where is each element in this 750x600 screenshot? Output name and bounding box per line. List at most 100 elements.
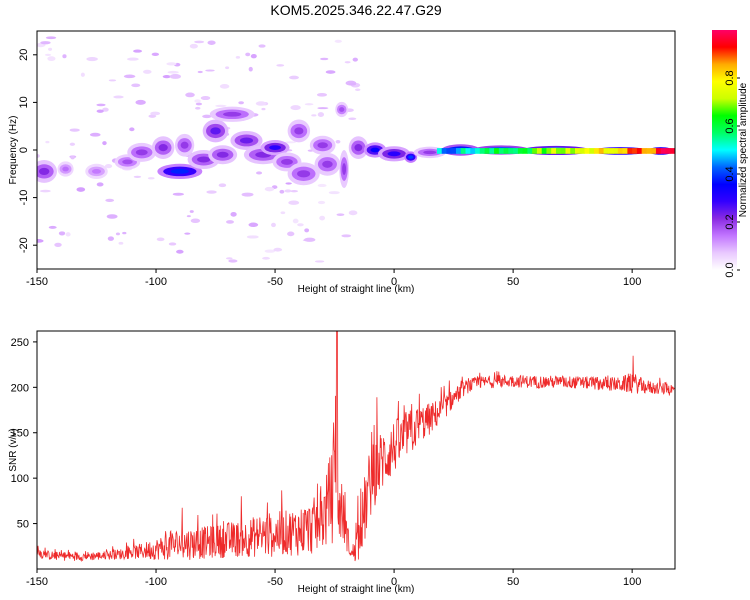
spectrogram-speckle [250,53,257,59]
spectrogram-speckle [44,53,52,56]
spectrogram-blob-core [339,107,345,112]
spectrogram-blob-core [297,170,311,178]
spectrogram-speckle [194,99,201,103]
snr-x-ticks: -150 -100 -50 0 50 100 [26,569,641,588]
spectrogram-speckle [168,242,177,246]
spectrogram-speckle [62,54,67,59]
spectrogram-speckle [288,200,300,205]
carrier-segment [655,148,662,154]
spectrogram-speckle [107,236,114,241]
spectrogram-speckle [280,211,286,215]
spectrogram-speckle [189,210,194,213]
spectrogram-speckle [131,83,141,88]
spectrogram-speckle [86,56,98,62]
carrier-segment [446,148,452,154]
spectrogram-speckle [96,103,106,107]
spectrogram-speckle [105,198,115,203]
carrier-segment [579,148,586,154]
carrier-segment [532,148,538,154]
spectrogram-speckle [279,189,285,194]
snr-frame [36,330,676,570]
spectrogram-speckle [186,215,191,218]
spectrogram-speckle [197,70,203,74]
spectrogram-speckle [304,103,314,106]
carrier-segment [627,148,633,154]
spectrogram-speckle [194,40,205,44]
spectrogram-speckle [104,164,113,169]
carrier-segment [570,148,576,154]
spectrogram-blob-core [223,111,242,117]
carrier-segment [651,148,657,154]
spectrogram-blob-core [342,163,347,175]
carrier-segment [527,148,533,154]
spectrogram-speckle [297,223,304,227]
spectrogram-blob-core [122,159,133,165]
spectrogram-speckle [135,99,146,105]
snr-series-line [37,331,675,563]
carrier-segment [484,148,490,154]
y-tick-label: 20 [18,49,30,61]
spectrogram-speckle [261,107,266,111]
spectrogram-speckle [304,228,310,233]
spectrogram-blob-core [317,142,328,149]
spectrogram-blob-core [197,156,211,163]
carrier-segment [613,148,619,154]
spectrogram-speckle [264,186,275,192]
spectrogram-speckle [241,192,254,197]
carrier-segment [460,148,467,154]
spectrogram-blob-core [408,155,414,159]
spectrogram-speckle [319,215,326,221]
spectrogram-speckle [169,74,182,79]
spectrogram-speckle [341,234,352,238]
spectrogram-blob-core [170,169,190,174]
spectrogram-speckle [276,64,285,67]
spectrogram-speckle [162,75,171,79]
carrier-segment [551,148,557,154]
spectrogram-speckle [303,237,316,242]
spectrogram-speckle [352,57,358,62]
snr-marks [37,331,675,563]
spectrogram-x-ticks: -150 -100 -50 0 50 100 [26,269,641,288]
spectrogram-blob-core [239,137,254,144]
spectrogram-speckle [317,200,326,205]
spectrogram-speckle [273,247,283,252]
spectrogram-speckle [58,231,66,236]
spectrogram-blob-core [370,147,380,153]
colorbar-tick-label: 0.6 [724,118,736,133]
spectrogram-speckle [314,260,325,263]
spectrogram-speckle [45,140,50,144]
y-tick-label: -10 [18,190,30,206]
carrier-segment [517,148,524,154]
spectrogram-speckle [271,222,276,228]
spectrogram-speckle [284,189,292,193]
carrier-segment [489,148,495,154]
spectrogram-speckle [317,107,329,110]
spectrogram-speckle [290,105,301,111]
carrier-segment [641,148,647,154]
spectrogram-speckle [290,189,299,193]
carrier-segment [541,148,547,154]
spectrogram-speckle [133,175,142,178]
colorbar-label: Normalized spectral amplitude [738,82,749,217]
spectrogram-blob-core [91,169,102,174]
spectrogram-speckle [348,210,358,216]
colorbar-tick-label: 0.2 [724,214,736,229]
spectrogram-speckle [235,55,241,59]
carrier-segment [536,148,543,154]
spectrogram-speckle [40,41,51,45]
carrier-segment [575,148,581,154]
spectrogram-marks [37,36,675,263]
carrier-segment [479,148,486,154]
x-tick-label: 100 [623,276,641,288]
x-tick-label: -150 [26,576,48,588]
spectrogram-x-label: Height of straight line (km) [298,284,415,295]
x-tick-label: -100 [145,576,167,588]
carrier-segment [646,148,652,154]
colorbar: 0.0 0.2 0.4 0.6 0.8 Normalized spectral ampl… [712,30,749,278]
carrier-segment [608,148,614,154]
carrier-segment [513,148,519,154]
spectrogram-speckle [48,47,53,51]
spectrogram-blob-core [180,141,189,149]
